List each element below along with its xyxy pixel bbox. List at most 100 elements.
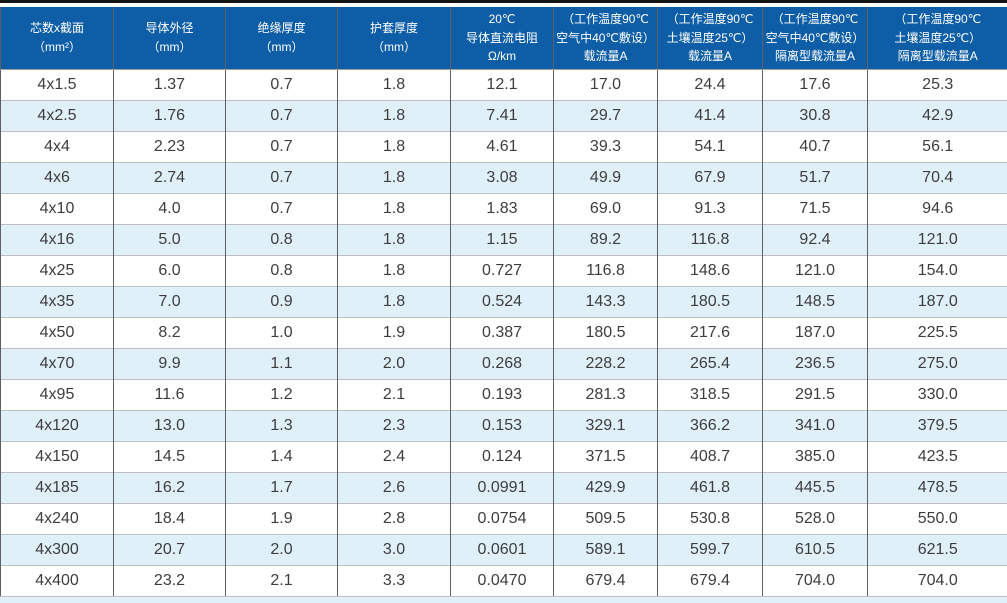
cell: 1.8	[337, 224, 451, 256]
cell: 423.5	[867, 441, 1007, 473]
cell: 1.3	[225, 410, 338, 442]
col-header-insulation-thickness: 绝缘厚度 （mm）	[225, 7, 338, 70]
cell: 0.387	[450, 317, 554, 349]
cell: 91.3	[657, 193, 763, 225]
cell: 121.0	[867, 224, 1007, 256]
cell: 51.7	[762, 162, 868, 194]
cell: 704.0	[762, 565, 868, 596]
cell: 281.3	[553, 379, 658, 411]
table-row: 4x35 7.0 0.9 1.8 0.524 143.3 180.5 148.5 187.0	[0, 286, 1007, 318]
cell: 54.1	[657, 131, 763, 163]
cell: 7.41	[450, 100, 554, 132]
cell: 0.7	[225, 100, 338, 132]
cell: 0.7	[225, 193, 338, 225]
cell: 1.4	[225, 441, 338, 473]
cell: 4x1.5	[0, 69, 114, 101]
table-row: 4x95 11.6 1.2 2.1 0.193 281.3 318.5 291.5 330.0	[0, 379, 1007, 411]
cell: 225.5	[867, 317, 1007, 349]
cell: 70.4	[867, 162, 1007, 194]
cell: 4x150	[0, 441, 114, 473]
cell: 20.7	[113, 534, 226, 566]
cell: 217.6	[657, 317, 763, 349]
bottom-row-sliver	[0, 596, 1007, 603]
cell: 16.2	[113, 472, 226, 504]
cell: 0.7	[225, 162, 338, 194]
cell: 589.1	[553, 534, 658, 566]
cell: 1.9	[225, 503, 338, 535]
cell: 4x120	[0, 410, 114, 442]
table-row: 4x16 5.0 0.8 1.8 1.15 89.2 116.8 92.4 121.0	[0, 224, 1007, 256]
cell: 530.8	[657, 503, 763, 535]
cell: 1.8	[337, 286, 451, 318]
cell: 528.0	[762, 503, 868, 535]
cell: 116.8	[657, 224, 763, 256]
cell: 2.4	[337, 441, 451, 473]
cell: 4x95	[0, 379, 114, 411]
cell: 1.8	[337, 69, 451, 101]
cell: 509.5	[553, 503, 658, 535]
cell: 2.6	[337, 472, 451, 504]
cell: 4x16	[0, 224, 114, 256]
cell: 2.1	[337, 379, 451, 411]
cell: 143.3	[553, 286, 658, 318]
cell: 2.8	[337, 503, 451, 535]
cell: 4x35	[0, 286, 114, 318]
cell: 265.4	[657, 348, 763, 380]
col-header-ampacity-air: （工作温度90℃ 空气中40℃敷设） 载流量A	[553, 7, 658, 70]
cell: 180.5	[553, 317, 658, 349]
cell: 1.37	[113, 69, 226, 101]
cell: 0.0470	[450, 565, 554, 596]
cell: 0.0991	[450, 472, 554, 504]
header-row: 芯数x截面 （mm²） 导体外径 （mm） 绝缘厚度 （mm） 护套厚度 （mm…	[0, 7, 1007, 70]
cell: 3.08	[450, 162, 554, 194]
cell: 461.8	[657, 472, 763, 504]
cell: 329.1	[553, 410, 658, 442]
table-row: 4x4 2.23 0.7 1.8 4.61 39.3 54.1 40.7 56.1	[0, 131, 1007, 163]
cell: 148.5	[762, 286, 868, 318]
cell: 1.7	[225, 472, 338, 504]
cell: 4x50	[0, 317, 114, 349]
col-header-ampacity-soil: （工作温度90℃ 土壤温度25℃） 载流量A	[657, 7, 763, 70]
cell: 2.1	[225, 565, 338, 596]
cell: 4x2.5	[0, 100, 114, 132]
table-row: 4x400 23.2 2.1 3.3 0.0470 679.4 679.4 704.0 704.…	[0, 565, 1007, 596]
cell: 42.9	[867, 100, 1007, 132]
col-header-isolated-ampacity-soil: （工作温度90℃ 土壤温度25℃） 隔离型载流量A	[867, 7, 1007, 70]
cell: 2.23	[113, 131, 226, 163]
cell: 0.524	[450, 286, 554, 318]
cell: 550.0	[867, 503, 1007, 535]
table-row: 4x120 13.0 1.3 2.3 0.153 329.1 366.2 341.0 379.5	[0, 410, 1007, 442]
cell: 56.1	[867, 131, 1007, 163]
cell: 1.76	[113, 100, 226, 132]
cell: 1.0	[225, 317, 338, 349]
table-row: 4x10 4.0 0.7 1.8 1.83 69.0 91.3 71.5 94.6	[0, 193, 1007, 225]
cell: 1.83	[450, 193, 554, 225]
cell: 0.0601	[450, 534, 554, 566]
cell: 4x10	[0, 193, 114, 225]
cell: 4x25	[0, 255, 114, 287]
cell: 11.6	[113, 379, 226, 411]
cell: 1.8	[337, 255, 451, 287]
cell: 12.1	[450, 69, 554, 101]
cell: 291.5	[762, 379, 868, 411]
table-row: 4x300 20.7 2.0 3.0 0.0601 589.1 599.7 610.5 621.…	[0, 534, 1007, 566]
table-header: 芯数x截面 （mm²） 导体外径 （mm） 绝缘厚度 （mm） 护套厚度 （mm…	[0, 7, 1007, 70]
cell: 17.0	[553, 69, 658, 101]
cell: 4.0	[113, 193, 226, 225]
cell: 478.5	[867, 472, 1007, 504]
cell: 366.2	[657, 410, 763, 442]
cell: 1.1	[225, 348, 338, 380]
cell: 148.6	[657, 255, 763, 287]
col-header-conductor-od: 导体外径 （mm）	[113, 7, 226, 70]
cell: 41.4	[657, 100, 763, 132]
table-row: 4x6 2.74 0.7 1.8 3.08 49.9 67.9 51.7 70.4	[0, 162, 1007, 194]
cell: 1.8	[337, 193, 451, 225]
cell: 1.8	[337, 162, 451, 194]
cell: 6.0	[113, 255, 226, 287]
table-body: 4x1.5 1.37 0.7 1.8 12.1 17.0 24.4 17.6 25.3 4x2.5…	[0, 69, 1007, 596]
cell: 4x6	[0, 162, 114, 194]
cell: 13.0	[113, 410, 226, 442]
col-header-isolated-ampacity-air: （工作温度90℃ 空气中40℃敷设） 隔离型载流量A	[762, 7, 868, 70]
cell: 23.2	[113, 565, 226, 596]
